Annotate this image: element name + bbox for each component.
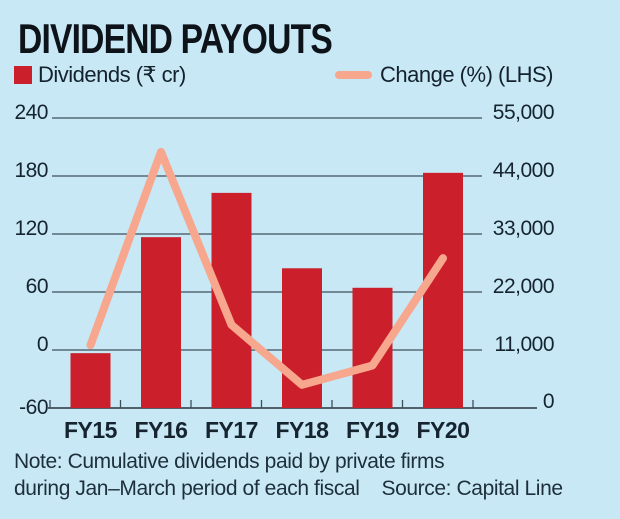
legend-item-dividends: Dividends (₹ cr): [14, 62, 186, 87]
legend: Dividends (₹ cr) Change (%) (LHS): [0, 62, 620, 87]
left-axis-tick-180: 180: [14, 159, 48, 182]
x-label-fy16: FY16: [135, 417, 188, 443]
left-axis-tick-60: 60: [26, 275, 48, 298]
bar-fy18: [282, 268, 322, 408]
bar-fy19: [352, 287, 393, 408]
right-axis-tick-22,000: 22,000: [493, 275, 554, 298]
right-axis-tick-11,000: 11,000: [494, 333, 554, 356]
chart-title-text: DIVIDEND PAYOUTS: [18, 15, 333, 62]
legend-item-change: Change (%) (LHS): [335, 62, 553, 87]
change-line-icon: [335, 71, 372, 79]
legend-label-change: Change (%) (LHS): [380, 62, 553, 87]
bar-fy17: [211, 192, 252, 408]
x-label-fy17: FY17: [205, 417, 258, 443]
change-line: [86, 147, 447, 389]
note-line-2-text: during Jan–March period of each fiscal: [14, 477, 360, 500]
x-label-fy15: FY15: [64, 417, 118, 443]
left-axis-tick-120: 120: [14, 217, 48, 240]
left-axis-tick-0: 0: [37, 333, 48, 356]
bar-fy15: [70, 353, 111, 408]
x-label-fy20: FY20: [417, 417, 470, 443]
x-label-fy18: FY18: [276, 417, 330, 443]
legend-label-dividends: Dividends (₹ cr): [38, 62, 186, 87]
chart-title: DIVIDEND PAYOUTS: [18, 18, 410, 60]
dividends-swatch-icon: [14, 66, 32, 84]
note-line-1: Note: Cumulative dividends paid by priva…: [14, 450, 445, 473]
note-line-2: during Jan–March period of each fiscal So…: [14, 477, 563, 501]
right-axis-tick-0: 0: [543, 390, 554, 413]
right-axis-tick-33,000: 33,000: [493, 217, 554, 240]
right-axis-tick-44,000: 44,000: [493, 159, 554, 182]
left-axis-tick--60: -60: [19, 396, 48, 419]
left-axis-tick-240: 240: [14, 101, 48, 124]
bar-fy16: [141, 237, 181, 408]
x-label-fy19: FY19: [346, 417, 399, 443]
right-axis-tick-55,000: 55,000: [493, 101, 554, 124]
source-text: Source: Capital Line: [381, 477, 564, 500]
bar-fy20: [423, 172, 463, 408]
